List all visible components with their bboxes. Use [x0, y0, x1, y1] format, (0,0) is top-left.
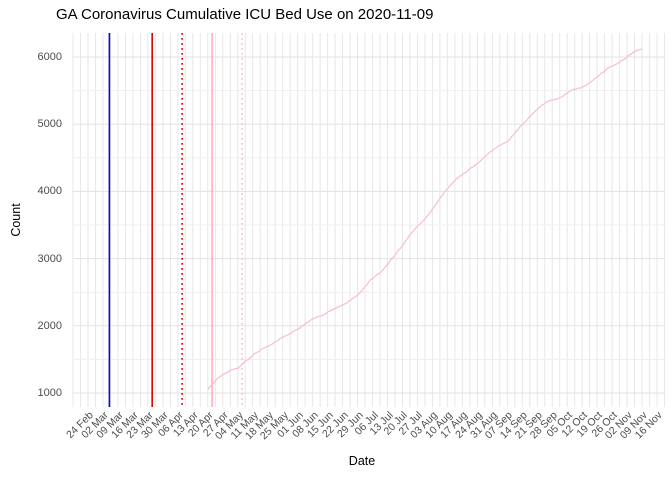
gridlines	[72, 33, 666, 407]
y-tick-label: 5000	[37, 118, 62, 131]
y-tick-label: 4000	[37, 185, 62, 198]
y-tick-label: 1000	[37, 387, 62, 399]
y-tick-label: 3000	[37, 252, 62, 265]
event-vlines	[108, 33, 243, 407]
x-axis-title: Date	[348, 454, 376, 468]
y-tick-label: 6000	[37, 51, 62, 63]
y-tick-label: 2000	[37, 319, 62, 332]
chart-title: GA Coronavirus Cumulative ICU Bed Use on…	[56, 6, 434, 23]
series-lines	[207, 48, 643, 390]
series-line	[207, 48, 643, 390]
